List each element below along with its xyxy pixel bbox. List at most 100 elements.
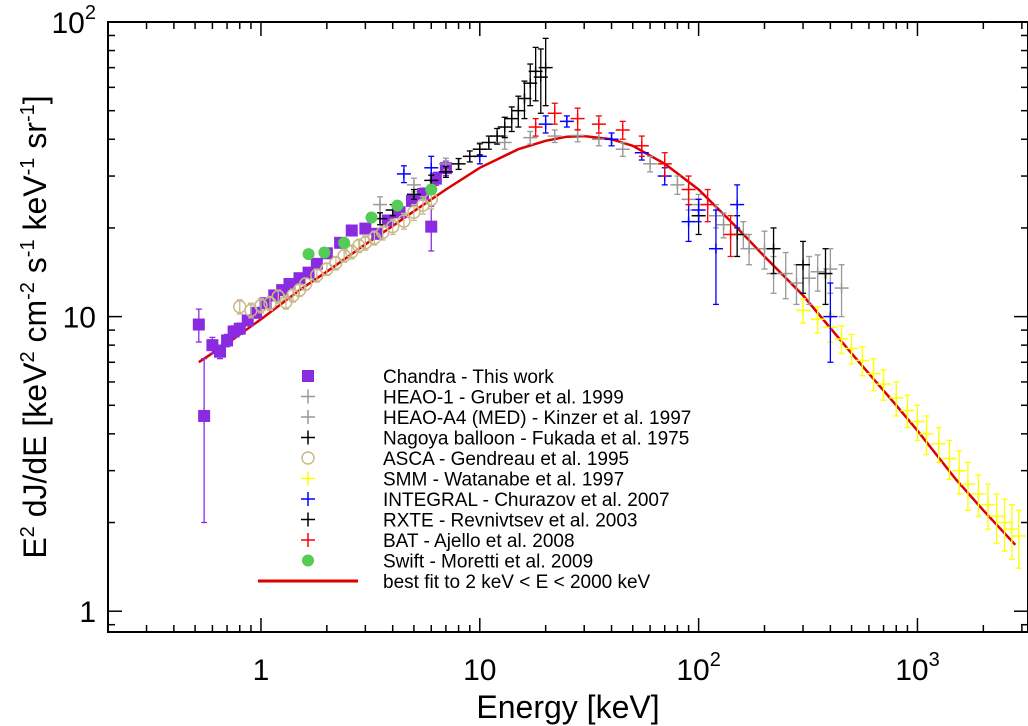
data-point bbox=[997, 498, 1012, 552]
data-point bbox=[604, 132, 619, 147]
data-point bbox=[559, 115, 574, 128]
data-point bbox=[876, 369, 891, 401]
x-tick-label: 102 bbox=[676, 649, 721, 687]
data-point bbox=[810, 306, 825, 334]
legend-label: HEAO-A4 (MED) - Kinzer et al. 1997 bbox=[383, 408, 691, 429]
data-point bbox=[634, 135, 649, 157]
data-point bbox=[570, 107, 585, 131]
marker-dot bbox=[365, 211, 378, 224]
data-point bbox=[283, 278, 296, 291]
legend-label: RXTE - Revnivtsev et al. 2003 bbox=[383, 511, 638, 532]
data-point bbox=[547, 102, 562, 125]
legend-marker bbox=[302, 554, 314, 567]
legend-label: Chandra - This work bbox=[383, 367, 554, 388]
legend-label: ASCA - Gendreau et al. 1995 bbox=[383, 449, 629, 470]
data-point bbox=[310, 268, 324, 283]
data-marks bbox=[192, 37, 1026, 569]
data-point bbox=[952, 450, 967, 495]
marker-square bbox=[192, 318, 205, 331]
data-point bbox=[407, 203, 421, 222]
marker-square bbox=[425, 220, 438, 233]
data-point bbox=[293, 272, 306, 285]
data-point bbox=[528, 117, 543, 137]
data-point bbox=[538, 37, 553, 107]
y-tick-label: 102 bbox=[52, 2, 97, 40]
data-point bbox=[796, 298, 811, 324]
data-point bbox=[910, 404, 925, 442]
data-point bbox=[942, 439, 957, 481]
marker-square bbox=[214, 345, 227, 358]
data-point bbox=[789, 264, 804, 306]
data-point bbox=[497, 116, 512, 139]
marker-dot bbox=[318, 246, 331, 259]
data-point bbox=[391, 199, 404, 212]
data-point bbox=[855, 346, 870, 377]
marker-square bbox=[345, 224, 358, 237]
data-point bbox=[397, 212, 411, 230]
legend-marker bbox=[302, 370, 314, 382]
marker-square bbox=[381, 214, 394, 227]
data-point bbox=[681, 175, 696, 206]
marker-dot bbox=[338, 236, 351, 249]
data-point bbox=[810, 254, 825, 292]
data-point bbox=[866, 357, 881, 392]
data-point bbox=[396, 165, 411, 184]
legend-label: Swift - Moretti et al. 2009 bbox=[383, 552, 593, 573]
plot-frame bbox=[107, 21, 1028, 633]
data-point bbox=[318, 246, 331, 259]
marker-circle bbox=[407, 205, 421, 220]
data-point bbox=[254, 298, 268, 314]
data-point bbox=[547, 129, 562, 144]
data-point bbox=[320, 262, 334, 277]
data-point bbox=[365, 211, 378, 224]
data-point bbox=[233, 299, 247, 315]
data-point bbox=[723, 215, 738, 258]
data-point bbox=[302, 248, 315, 261]
data-point bbox=[980, 483, 995, 530]
data-point bbox=[834, 264, 849, 318]
marker-square bbox=[198, 409, 211, 422]
data-point bbox=[700, 188, 715, 223]
marker-square bbox=[293, 272, 306, 285]
legend-label: INTEGRAL - Churazov et al. 2007 bbox=[383, 490, 670, 511]
data-point bbox=[358, 235, 373, 251]
data-point bbox=[615, 120, 630, 140]
data-point bbox=[490, 127, 505, 145]
x-tick-label: 103 bbox=[895, 649, 940, 687]
x-axis-title: Energy [keV] bbox=[476, 689, 659, 725]
data-point bbox=[818, 248, 833, 306]
marker-circle bbox=[385, 219, 400, 234]
data-point bbox=[481, 135, 496, 150]
data-point bbox=[298, 277, 313, 291]
data-point bbox=[192, 308, 205, 343]
y-axis-title: E2 dJ/dE [keV2 cm-2 s-1 keV-1 sr-1] bbox=[17, 95, 53, 558]
x-tick-label: 10 bbox=[463, 654, 496, 687]
data-point bbox=[615, 141, 630, 157]
marker-circle bbox=[375, 225, 390, 240]
data-point bbox=[1011, 509, 1026, 569]
marker-circle bbox=[329, 256, 343, 270]
data-point bbox=[329, 255, 343, 271]
data-point bbox=[472, 143, 487, 156]
y-tick-label: 10 bbox=[63, 302, 96, 335]
data-point bbox=[643, 155, 658, 173]
data-point bbox=[438, 165, 453, 178]
marker-circle bbox=[320, 262, 334, 276]
marker-circle bbox=[298, 277, 313, 291]
data-point bbox=[919, 415, 934, 456]
data-point bbox=[425, 183, 438, 196]
marker-square bbox=[405, 194, 418, 207]
data-point bbox=[345, 244, 359, 260]
data-point bbox=[716, 212, 731, 239]
data-point bbox=[538, 115, 553, 134]
data-point bbox=[1004, 503, 1019, 560]
legend-marker bbox=[301, 451, 315, 465]
marker-circle bbox=[397, 214, 411, 228]
data-point bbox=[742, 233, 757, 266]
legend-label: best fit to 2 keV < E < 2000 keV bbox=[383, 572, 651, 593]
data-point bbox=[823, 282, 838, 363]
legend-label: SMM - Watanabe et al. 1997 bbox=[383, 470, 624, 491]
data-point bbox=[766, 227, 781, 275]
